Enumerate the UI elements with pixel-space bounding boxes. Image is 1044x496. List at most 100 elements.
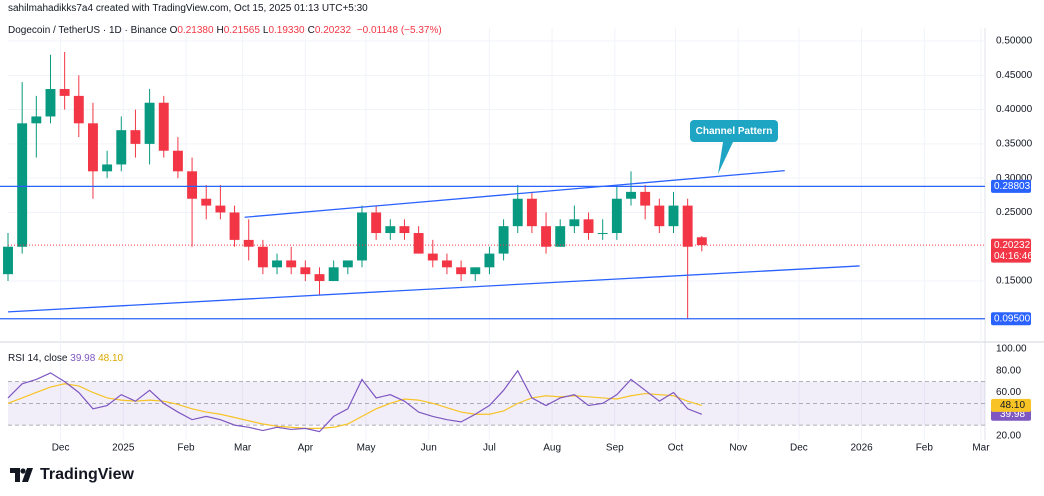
candle-body	[328, 267, 339, 282]
ohlc-value: 0.21380	[177, 25, 214, 36]
candle-body	[257, 246, 268, 268]
ohlc-key: O	[169, 25, 178, 36]
annotation-pointer	[718, 142, 733, 174]
y-tick-label: 0.40000	[996, 104, 1033, 115]
ohlc-key: L	[262, 25, 269, 36]
candle-body	[357, 212, 367, 261]
candle-body	[640, 191, 651, 206]
rsi-title: RSI	[8, 353, 25, 364]
candle-body	[427, 253, 438, 261]
candle-body	[512, 198, 523, 227]
x-tick-label: Oct	[668, 443, 684, 454]
candle-body	[682, 205, 693, 247]
ma-value: 48.10	[98, 353, 124, 364]
candle-body	[626, 191, 636, 199]
candle-body	[314, 274, 325, 282]
ohlc-value: 0.20232	[314, 25, 352, 36]
price-tag	[991, 179, 1031, 193]
y-tick-label: 0.15000	[996, 276, 1033, 287]
rsi-tick-label: 20.00	[996, 431, 1021, 442]
ohlc-key: H	[216, 25, 224, 36]
candle-body	[286, 260, 297, 268]
countdown-label: 04:16:46	[994, 251, 1033, 262]
x-tick-label: Sep	[606, 443, 624, 454]
candle-body	[172, 150, 183, 172]
last-price-label: 0.20232	[994, 240, 1031, 251]
x-tick-label: Apr	[298, 443, 314, 454]
y-tick-label: 0.30000	[996, 173, 1033, 184]
price-tag-label: 0.28803	[994, 181, 1031, 192]
ohlc-value: 0.19330	[268, 25, 305, 36]
rsi-tag-label: 48.10	[1000, 400, 1025, 411]
candle-body	[158, 102, 169, 151]
y-tick-label: 0.35000	[996, 139, 1033, 150]
y-tick-label: 0.25000	[996, 207, 1033, 218]
candle-body	[611, 198, 622, 234]
candle-body	[413, 233, 424, 254]
candle-body	[88, 123, 98, 172]
candle-body	[3, 246, 13, 275]
candle-body	[526, 198, 537, 227]
candle-body	[243, 239, 254, 247]
candle-body	[456, 267, 467, 275]
brand-name: TradingView	[40, 466, 134, 483]
candle-body	[187, 171, 198, 199]
rsi-line	[7, 369, 703, 433]
candle-body	[583, 219, 594, 234]
x-tick-label: Dec	[52, 443, 70, 454]
annotation: Channel Pattern	[690, 120, 778, 142]
x-tick-label: Jun	[421, 443, 437, 454]
brand-logo	[10, 468, 33, 482]
x-tick-label: 2026	[850, 443, 873, 454]
candle-body	[484, 253, 495, 268]
x-tick-label: Aug	[543, 443, 561, 454]
x-tick-label: Mar	[972, 443, 990, 454]
channel-line	[7, 265, 860, 313]
rsi-tick-label: 100.00	[996, 344, 1027, 355]
candle-body	[59, 89, 70, 96]
y-tick-label: 0.45000	[996, 70, 1033, 81]
candle-body	[342, 260, 353, 268]
rsi-band	[8, 381, 985, 426]
candle-body	[116, 130, 127, 165]
last-price-tag	[991, 238, 1031, 263]
candle-body	[201, 198, 212, 206]
x-tick-label: Feb	[177, 443, 195, 454]
x-tick-label: Mar	[234, 443, 252, 454]
rsi-tick-label: 60.00	[996, 387, 1021, 398]
x-tick-label: Feb	[916, 443, 934, 454]
candle-body	[229, 212, 240, 240]
candle-body	[73, 95, 84, 124]
ohlc-key: C	[307, 25, 315, 36]
channel-line	[244, 169, 785, 218]
candle-body	[300, 267, 311, 275]
candle-body	[130, 130, 141, 144]
x-tick-label: 2025	[112, 443, 135, 454]
candle-body	[597, 233, 608, 235]
candle-body	[102, 164, 113, 172]
x-tick-label: Jul	[483, 443, 496, 454]
candle-body	[654, 205, 665, 227]
candle-body	[215, 205, 226, 213]
candle-body	[371, 212, 382, 234]
candle-body	[555, 226, 566, 247]
candle-body	[31, 116, 42, 124]
candle-body	[668, 205, 679, 227]
candle-body	[17, 123, 28, 247]
ohlc: O0.21380 H0.21565 L0.19330 C0.20232	[170, 25, 354, 36]
candle-body	[569, 219, 580, 227]
symbol: Dogecoin / TetherUS · 1D · Binance	[8, 25, 167, 36]
x-tick-label: May	[357, 443, 376, 454]
candle-body	[399, 226, 410, 234]
rsi-value: 39.98	[70, 353, 96, 364]
rsi-params: 14, close	[27, 353, 68, 364]
brand: TradingView	[10, 466, 134, 484]
rsi-line	[7, 383, 702, 429]
ohlc-value: 0.21565	[223, 25, 260, 36]
legend: Dogecoin / TetherUS · 1D · Binance O0.21…	[8, 25, 442, 36]
candle-body	[144, 102, 155, 144]
rsi-tag-label: 39.98	[1000, 409, 1025, 420]
x-tick-label: Dec	[790, 443, 808, 454]
